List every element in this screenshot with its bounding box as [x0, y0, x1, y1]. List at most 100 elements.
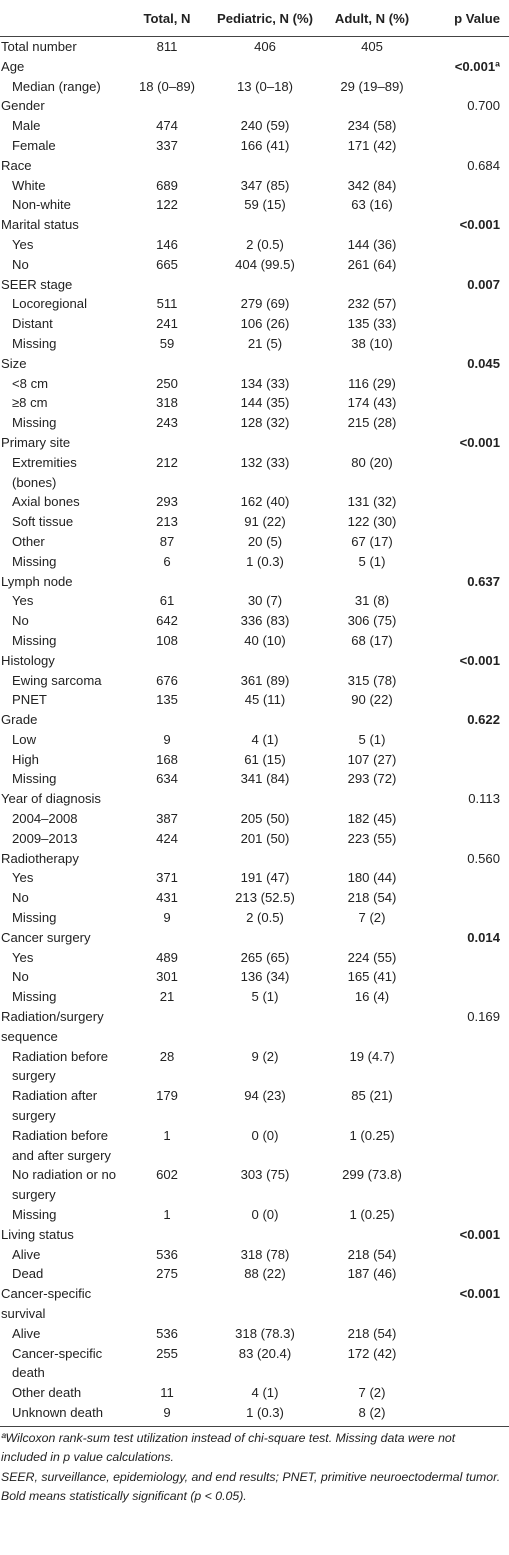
- cell-adult: 299 (73.8): [342, 1167, 402, 1183]
- row-label: Primary site: [1, 434, 71, 450]
- cell-p-value: 0.622: [467, 712, 500, 728]
- cell-adult: [320, 1284, 424, 1324]
- row-label: PNET: [12, 692, 47, 708]
- cell-total: [124, 354, 210, 374]
- cell-p-value: <0.001: [459, 217, 500, 233]
- cell-pediatric: [210, 849, 320, 869]
- row-label: Cancer-specific survival: [1, 1286, 92, 1321]
- cell-pediatric: 1 (0.3): [210, 1402, 320, 1427]
- row-label: Other: [12, 533, 45, 549]
- table-row: Missing 634 341 (84) 293 (72): [0, 769, 509, 789]
- table-row: Yes 371 191 (47) 180 (44): [0, 868, 509, 888]
- row-label: Missing: [12, 553, 57, 569]
- cell-pediatric: 144 (35): [240, 395, 290, 411]
- cell-pediatric: [210, 651, 320, 671]
- cell-total: 21: [159, 989, 175, 1005]
- cell-total: 213: [156, 514, 178, 530]
- row-label: Cancer surgery: [1, 929, 91, 945]
- cell-pediatric: [210, 1284, 320, 1324]
- cell-adult: [320, 57, 424, 77]
- cell-pediatric: 136 (34): [240, 969, 290, 985]
- cell-p-value: [424, 611, 509, 631]
- table-row: Yes 146 2 (0.5) 144 (36): [0, 235, 509, 255]
- data-table: Total, N Pediatric, N (%) Adult, N (%) p…: [0, 0, 509, 1427]
- cell-adult: 16 (4): [354, 989, 390, 1005]
- cell-adult: [320, 928, 424, 948]
- cell-adult: 8 (2): [320, 1402, 424, 1427]
- table-row: Axial bones 293 162 (40) 131 (32): [0, 492, 509, 512]
- cell-total: 689: [156, 177, 178, 193]
- cell-adult: 165 (41): [347, 969, 397, 985]
- cell-adult: [320, 1007, 424, 1047]
- cell-pediatric: 0 (0): [251, 1127, 279, 1143]
- cell-total: 489: [156, 949, 178, 965]
- cell-pediatric: 341 (84): [240, 771, 290, 787]
- table-row: Missing 59 21 (5) 38 (10): [0, 334, 509, 354]
- cell-total: 108: [156, 632, 178, 648]
- cell-pediatric: [210, 572, 320, 592]
- cell-adult: 19 (4.7): [349, 1048, 395, 1064]
- cell-adult: 63 (16): [351, 197, 393, 213]
- cell-pediatric: 361 (89): [240, 672, 290, 688]
- cell-pediatric: 347 (85): [240, 177, 290, 193]
- cell-p-value: [424, 255, 509, 275]
- cell-p-value: [424, 1402, 509, 1427]
- cell-adult: 85 (21): [351, 1088, 393, 1104]
- row-label: ≥8 cm: [12, 395, 48, 411]
- table-row: Dead 275 88 (22) 187 (46): [0, 1264, 509, 1284]
- row-label: Distant: [12, 316, 53, 332]
- cell-total: 61: [159, 593, 175, 609]
- cell-adult: 135 (33): [347, 316, 397, 332]
- cell-pediatric: 9 (2): [251, 1048, 279, 1064]
- cell-adult: 234 (58): [347, 118, 397, 134]
- cell-p-value: [424, 413, 509, 433]
- header-pediatric: Pediatric, N (%): [210, 0, 320, 37]
- cell-total: 424: [156, 830, 178, 846]
- cell-total: 431: [156, 890, 178, 906]
- table-row-category: Marital status <0.001: [0, 215, 509, 235]
- cell-adult: [320, 1225, 424, 1245]
- cell-pediatric: 20 (5): [247, 533, 283, 549]
- cell-p-value: [424, 512, 509, 532]
- cell-total: 811: [156, 39, 178, 54]
- cell-p-value: [424, 1086, 509, 1126]
- table-row: Missing 6 1 (0.3) 5 (1): [0, 552, 509, 572]
- table-row: Distant 241 106 (26) 135 (33): [0, 314, 509, 334]
- cell-pediatric: [210, 1225, 320, 1245]
- cell-total: 371: [156, 870, 178, 886]
- cell-pediatric: 166 (41): [240, 137, 290, 153]
- cell-p-value: [424, 948, 509, 968]
- cell-total: 18 (0–89): [138, 78, 196, 94]
- table-footnotes: ªWilcoxon rank-sum test utilization inst…: [0, 1427, 509, 1507]
- cell-p-value: [424, 393, 509, 413]
- cell-total: 179: [156, 1088, 178, 1104]
- table-row-category: Grade 0.622: [0, 710, 509, 730]
- cell-total: 135: [156, 692, 178, 708]
- table-row: No 665 404 (99.5) 261 (64): [0, 255, 509, 275]
- cell-p-value: [424, 374, 509, 394]
- cell-total: 28: [159, 1048, 175, 1064]
- table-row: Extremities (bones) 212 132 (33) 80 (20): [0, 453, 509, 493]
- cell-p-value: [424, 809, 509, 829]
- cell-total: 250: [156, 375, 178, 391]
- row-label: Low: [12, 731, 37, 747]
- row-label: Race: [1, 157, 32, 173]
- cell-p-value: 0.007: [467, 276, 500, 292]
- cell-pediatric: 83 (20.4): [238, 1345, 292, 1361]
- cell-p-value: [424, 908, 509, 928]
- cell-adult: 122 (30): [347, 514, 397, 530]
- row-label: Missing: [12, 1207, 57, 1223]
- cell-p-value: [424, 1324, 509, 1344]
- table-row: Ewing sarcoma 676 361 (89) 315 (78): [0, 671, 509, 691]
- row-label: No: [12, 890, 29, 906]
- table-row: <8 cm 250 134 (33) 116 (29): [0, 374, 509, 394]
- row-label: Yes: [12, 949, 34, 965]
- cell-total: 642: [156, 613, 178, 629]
- cell-pediatric: [210, 57, 320, 77]
- row-label: Other death: [12, 1385, 82, 1401]
- cell-total: 146: [156, 236, 178, 252]
- row-label: Age: [1, 58, 25, 74]
- cell-p-value: [424, 1165, 509, 1205]
- cell-total: [124, 1007, 210, 1047]
- cell-pediatric: [210, 215, 320, 235]
